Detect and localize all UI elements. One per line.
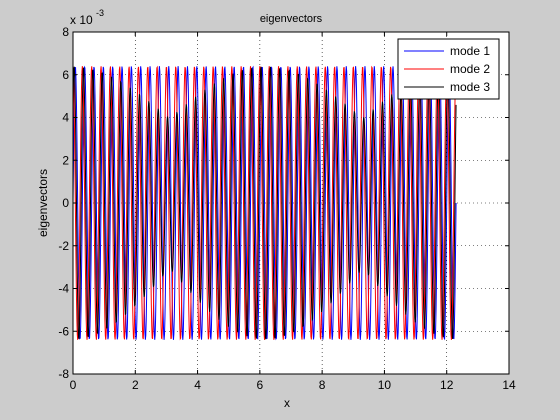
y-tick-label: -8 bbox=[58, 367, 69, 381]
series-line-mode-2 bbox=[73, 65, 457, 341]
x-tick-label: 12 bbox=[440, 378, 454, 392]
y-tick-label: -6 bbox=[58, 324, 69, 338]
legend-label: mode 1 bbox=[450, 44, 490, 58]
series-lines bbox=[73, 65, 457, 341]
y-tick-label: 0 bbox=[62, 196, 69, 210]
y-tick-label: 8 bbox=[62, 25, 69, 39]
y-tick-label: 2 bbox=[62, 153, 69, 167]
x-tick-label: 10 bbox=[378, 378, 392, 392]
y-tick-label: 6 bbox=[62, 68, 69, 82]
legend-label: mode 2 bbox=[450, 62, 490, 76]
y-exponent-power: -3 bbox=[96, 8, 104, 18]
x-tick-label: 8 bbox=[319, 378, 326, 392]
x-tick-label: 2 bbox=[132, 378, 139, 392]
series-line-mode-3 bbox=[73, 66, 457, 340]
x-tick-label: 4 bbox=[194, 378, 201, 392]
chart-title: eigenvectors bbox=[260, 13, 323, 25]
y-exponent-base: x 10 bbox=[70, 13, 93, 27]
x-tick-label: 14 bbox=[502, 378, 516, 392]
x-tick-label: 0 bbox=[70, 378, 77, 392]
y-tick-label: -2 bbox=[58, 239, 69, 253]
legend: mode 1 mode 2 mode 3 bbox=[397, 38, 500, 100]
y-tick-label: -4 bbox=[58, 282, 69, 296]
legend-label: mode 3 bbox=[450, 80, 490, 94]
y-tick-label: 4 bbox=[62, 111, 69, 125]
x-axis-label: x bbox=[284, 396, 290, 410]
y-axis-label: eigenvectors bbox=[36, 169, 50, 237]
x-tick-label: 6 bbox=[257, 378, 264, 392]
series-line-mode-1 bbox=[73, 65, 457, 341]
axis-ticks: 0 2 4 6 8 10 12 14 -8 -6 -4 -2 0 2 4 6 8 bbox=[58, 25, 516, 392]
